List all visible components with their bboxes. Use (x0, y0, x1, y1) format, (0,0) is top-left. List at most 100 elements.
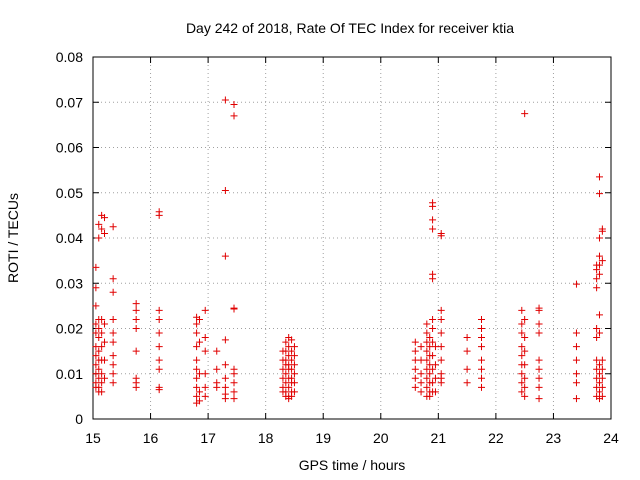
y-tick-label: 0.01 (56, 366, 83, 382)
data-point (535, 365, 543, 373)
data-point (290, 343, 298, 351)
data-point (132, 347, 140, 355)
y-tick-label: 0.08 (56, 49, 83, 65)
data-point (282, 370, 290, 378)
data-point (535, 329, 543, 337)
data-point (290, 370, 298, 378)
data-point (95, 365, 103, 373)
data-point (535, 395, 543, 403)
data-point (478, 374, 485, 382)
data-point (598, 227, 606, 235)
data-point (598, 365, 606, 373)
data-point (92, 352, 100, 360)
data-point (101, 229, 109, 237)
data-point (417, 379, 425, 387)
data-point (518, 352, 526, 360)
data-point (230, 112, 238, 120)
data-point (221, 374, 229, 382)
x-tick-label: 21 (431, 430, 447, 446)
x-tick-label: 16 (143, 430, 159, 446)
data-point (521, 347, 529, 355)
data-point (518, 320, 526, 328)
data-point (463, 365, 471, 373)
x-axis-title: GPS time / hours (299, 457, 406, 473)
data-point (463, 379, 471, 387)
data-point (155, 211, 163, 219)
data-point (193, 365, 201, 373)
data-point (155, 315, 163, 323)
data-point (598, 257, 606, 265)
axis-ticks: 15 16 17 18 19 20 21 22 23 24 0 0.01 0.02 0.03 0.04 0.0… (56, 49, 619, 446)
data-point (230, 388, 238, 396)
data-point (101, 214, 109, 222)
data-point (417, 343, 425, 351)
data-point (518, 388, 526, 396)
data-point (423, 320, 431, 328)
data-point (92, 263, 100, 271)
data-point (109, 338, 117, 346)
x-tick-label: 22 (488, 430, 504, 446)
data-point (429, 352, 437, 360)
y-axis-title: ROTI / TECUs (5, 193, 21, 283)
data-point (193, 383, 201, 391)
data-point (288, 347, 296, 355)
data-point (101, 374, 109, 382)
data-point (521, 374, 529, 382)
data-point (195, 388, 203, 396)
data-point (572, 395, 580, 403)
data-point (101, 356, 109, 364)
x-tick-label: 17 (200, 430, 216, 446)
y-tick-label: 0.07 (56, 94, 83, 110)
data-point (595, 234, 603, 242)
data-point (193, 320, 201, 328)
data-point (478, 315, 485, 323)
data-point (101, 338, 109, 346)
data-point (535, 306, 543, 314)
data-point (230, 370, 238, 378)
data-point (593, 284, 601, 292)
data-point (98, 343, 106, 351)
data-point (593, 325, 601, 332)
data-point (478, 325, 485, 332)
data-point (426, 370, 434, 378)
data-point (95, 220, 103, 228)
data-point (230, 305, 238, 313)
x-tick-label: 15 (85, 430, 101, 446)
data-point (429, 338, 437, 346)
grid (93, 57, 611, 419)
data-point (593, 266, 601, 274)
data-point (411, 383, 419, 391)
data-point (201, 306, 209, 314)
data-point (221, 383, 229, 391)
data-point (535, 374, 543, 382)
data-point (109, 352, 117, 360)
data-point (463, 334, 471, 342)
data-point (155, 356, 163, 364)
data-point (521, 361, 529, 369)
data-point (598, 383, 606, 391)
data-point (290, 379, 298, 387)
data-point (518, 329, 526, 337)
data-point (221, 395, 229, 403)
data-point (595, 173, 603, 181)
data-point (463, 347, 471, 355)
data-point (290, 388, 298, 396)
data-point (288, 356, 296, 364)
data-point (423, 374, 431, 382)
data-point (437, 329, 445, 337)
data-point (109, 379, 117, 387)
data-point (518, 379, 526, 387)
y-tick-label: 0.04 (56, 230, 83, 246)
data-point (132, 306, 140, 314)
y-tick-label: 0.05 (56, 185, 83, 201)
data-point (595, 270, 603, 278)
data-point (521, 392, 529, 400)
x-tick-label: 20 (373, 430, 389, 446)
data-point (595, 329, 603, 337)
data-point (193, 356, 201, 364)
data-point (535, 356, 543, 364)
data-point (521, 334, 529, 342)
data-point (290, 352, 298, 360)
data-point (423, 356, 431, 364)
data-point (535, 320, 543, 328)
